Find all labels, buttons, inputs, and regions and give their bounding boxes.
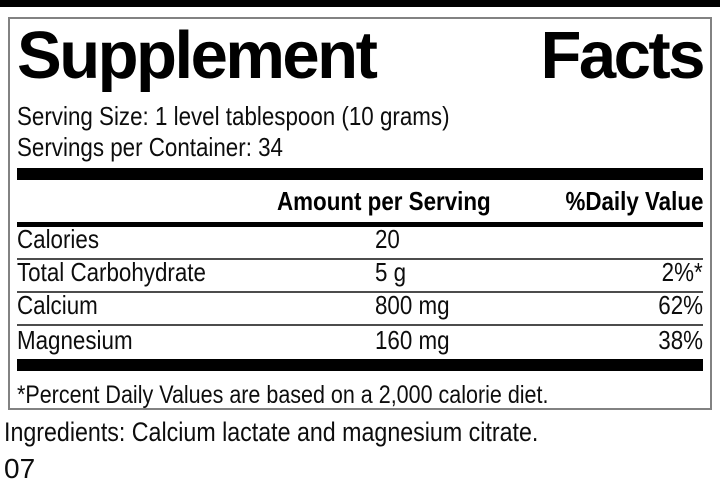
table-row-magnesium: Magnesium 160 mg 38%	[17, 325, 703, 359]
serving-size-text: Serving Size: 1 level tablespoon (10 gra…	[17, 101, 450, 131]
row-amount: 5 g	[375, 257, 407, 287]
column-header-row: Amount per Serving %Daily Value	[17, 180, 703, 222]
row-daily-value: 2%*	[661, 257, 703, 287]
row-name: Total Carbohydrate	[17, 257, 206, 287]
supplement-facts-panel: Supplement Facts Serving Size: 1 level t…	[8, 17, 712, 410]
servings-per-container-text: Servings per Container: 34	[17, 132, 283, 162]
serving-info: Serving Size: 1 level tablespoon (10 gra…	[17, 101, 703, 163]
title-word-facts: Facts	[540, 18, 705, 93]
header-underline-rule	[17, 222, 703, 227]
daily-value-footnote: *Percent Daily Values are based on a 2,0…	[17, 381, 549, 409]
row-amount: 800 mg	[375, 290, 450, 320]
table-row-total-carbohydrate: Total Carbohydrate 5 g 2%*	[17, 257, 703, 293]
divider-bar-bottom	[17, 359, 703, 371]
row-daily-value: 62%	[658, 290, 703, 320]
ingredients-text: Ingredients: Calcium lactate and magnesi…	[4, 417, 539, 447]
row-amount: 20	[375, 224, 400, 254]
table-row-calcium: Calcium 800 mg 62%	[17, 290, 703, 326]
serving-size-line: Serving Size: 1 level tablespoon (10 gra…	[17, 101, 703, 132]
item-code: 07	[4, 453, 36, 484]
servings-per-container-line: Servings per Container: 34	[17, 132, 703, 163]
title-word-supplement: Supplement	[17, 18, 378, 93]
table-row-calories: Calories 20	[17, 224, 703, 260]
column-header-daily-value: %Daily Value	[565, 186, 703, 216]
row-daily-value: 38%	[658, 325, 703, 355]
panel-title: Supplement Facts	[17, 18, 705, 93]
row-amount: 160 mg	[375, 325, 450, 355]
divider-bar-top	[17, 168, 703, 180]
top-black-bar	[0, 0, 720, 7]
row-name: Calories	[17, 224, 100, 254]
row-name: Magnesium	[17, 325, 133, 355]
row-name: Calcium	[17, 290, 98, 320]
column-header-amount: Amount per Serving	[277, 186, 491, 216]
